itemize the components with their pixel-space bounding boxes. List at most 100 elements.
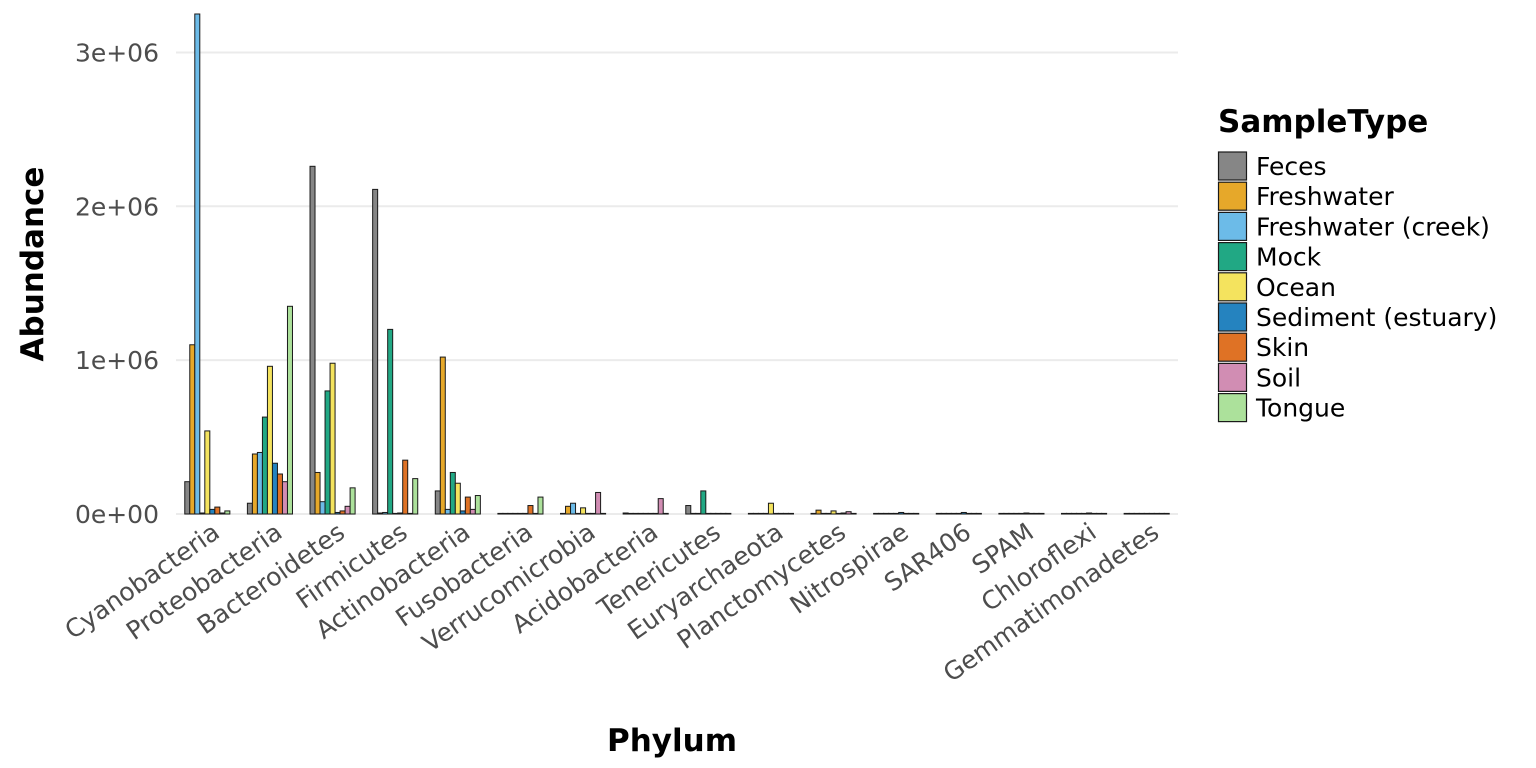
bar-mock-verrucomicrobia (575, 512, 582, 515)
bar-mock-sar406 (950, 512, 957, 515)
legend-swatch (1217, 302, 1248, 332)
bar-tongue-nitrospirae (913, 512, 920, 515)
bar-ocean-cyanobacteria (204, 430, 211, 515)
bar-freshwater-creek-planctomycetes (820, 512, 827, 515)
bar-freshwater-verrucomicrobia (565, 505, 572, 515)
bar-sediment-estuary-bacteroidetes (334, 511, 341, 515)
bar-ocean-gemmatimonadetes (1143, 512, 1150, 515)
bar-ocean-fusobacteria (517, 512, 524, 515)
bar-freshwater-creek-fusobacteria (507, 512, 514, 515)
bar-feces-cyanobacteria (184, 481, 191, 515)
bar-soil-tenericutes (720, 512, 727, 515)
bar-tongue-acidobacteria (662, 512, 669, 515)
bar-sediment-estuary-nitrospirae (898, 511, 905, 515)
bar-skin-euryarchaeota (777, 512, 784, 515)
bar-mock-fusobacteria (512, 512, 519, 515)
bar-skin-fusobacteria (527, 505, 534, 515)
bar-soil-fusobacteria (532, 512, 539, 515)
bar-ocean-proteobacteria (266, 365, 273, 515)
bar-ocean-bacteroidetes (329, 362, 336, 515)
bar-ocean-sar406 (955, 512, 962, 515)
bar-skin-gemmatimonadetes (1153, 512, 1160, 515)
bar-skin-tenericutes (715, 512, 722, 515)
bar-feces-actinobacteria (434, 490, 441, 515)
bar-soil-gemmatimonadetes (1158, 512, 1165, 515)
bar-freshwater-creek-chloroflexi (1071, 512, 1078, 515)
x-axis-title: Phylum (607, 723, 737, 759)
bar-tongue-cyanobacteria (224, 510, 231, 515)
bar-mock-euryarchaeota (762, 512, 769, 515)
bar-skin-acidobacteria (652, 512, 659, 515)
bar-mock-gemmatimonadetes (1138, 512, 1145, 515)
bar-skin-bacteroidetes (339, 510, 346, 515)
bar-freshwater-creek-sar406 (945, 512, 952, 515)
legend-label: Freshwater (creek) (1256, 212, 1490, 241)
bar-tongue-verrucomicrobia (600, 512, 607, 515)
legend-label: Mock (1256, 243, 1322, 272)
legend-swatch (1217, 242, 1248, 272)
legend-label: Feces (1256, 152, 1327, 181)
bar-skin-nitrospirae (903, 512, 910, 515)
bar-tongue-spam (1038, 512, 1045, 515)
bar-freshwater-creek-verrucomicrobia (570, 502, 577, 515)
bar-feces-gemmatimonadetes (1123, 512, 1130, 515)
legend-swatch (1217, 151, 1248, 181)
bar-freshwater-nitrospirae (878, 512, 885, 515)
bar-soil-bacteroidetes (344, 505, 351, 515)
bar-sediment-estuary-fusobacteria (522, 512, 529, 515)
bar-freshwater-actinobacteria (439, 356, 446, 515)
bar-feces-tenericutes (685, 505, 692, 515)
bar-freshwater-creek-acidobacteria (632, 512, 639, 515)
bar-freshwater-acidobacteria (627, 512, 634, 515)
legend-swatch (1217, 211, 1248, 241)
legend-label: Freshwater (1256, 182, 1394, 211)
bar-tongue-bacteroidetes (349, 487, 356, 515)
bar-feces-acidobacteria (622, 512, 629, 515)
bar-freshwater-creek-euryarchaeota (757, 512, 764, 515)
bar-tongue-chloroflexi (1101, 512, 1108, 515)
bar-tongue-fusobacteria (537, 496, 544, 515)
bar-freshwater-chloroflexi (1066, 512, 1073, 515)
bar-skin-spam (1028, 512, 1035, 515)
bar-sediment-estuary-gemmatimonadetes (1148, 512, 1155, 515)
bar-tongue-gemmatimonadetes (1163, 512, 1170, 515)
bar-tongue-actinobacteria (474, 495, 481, 515)
bar-tongue-planctomycetes (850, 512, 857, 515)
bar-sediment-estuary-cyanobacteria (209, 508, 216, 515)
bar-ocean-actinobacteria (454, 482, 461, 515)
legend-label: Tongue (1255, 394, 1345, 423)
bar-mock-chloroflexi (1076, 512, 1083, 515)
bar-mock-bacteroidetes (324, 390, 331, 515)
bar-freshwater-gemmatimonadetes (1128, 512, 1135, 515)
bar-feces-chloroflexi (1061, 512, 1068, 515)
bar-feces-fusobacteria (497, 512, 504, 515)
bar-sediment-estuary-chloroflexi (1086, 512, 1093, 515)
bar-freshwater-creek-actinobacteria (444, 508, 451, 515)
bar-sediment-estuary-spam (1023, 512, 1030, 515)
legend-label: Sediment (estuary) (1256, 303, 1497, 332)
legend-swatch (1217, 181, 1248, 211)
bar-soil-actinobacteria (469, 508, 476, 515)
legend-label: Skin (1256, 333, 1309, 362)
bar-feces-firmicutes (372, 188, 379, 515)
bar-feces-spam (998, 512, 1005, 515)
bar-feces-bacteroidetes (309, 165, 316, 515)
bar-tongue-sar406 (975, 512, 982, 515)
bar-freshwater-creek-spam (1008, 512, 1015, 515)
bar-mock-tenericutes (700, 490, 707, 515)
bar-freshwater-creek-gemmatimonadetes (1133, 512, 1140, 515)
bar-soil-spam (1033, 512, 1040, 515)
bar-feces-proteobacteria (246, 502, 253, 515)
legend-label: Ocean (1256, 273, 1336, 302)
bar-soil-sar406 (970, 512, 977, 515)
bar-skin-actinobacteria (464, 496, 471, 515)
bar-feces-euryarchaeota (747, 512, 754, 515)
bar-sediment-estuary-proteobacteria (271, 462, 278, 515)
bar-freshwater-creek-firmicutes (382, 511, 389, 515)
bar-freshwater-creek-tenericutes (695, 512, 702, 515)
bar-freshwater-creek-proteobacteria (256, 451, 263, 515)
bar-sediment-estuary-tenericutes (710, 512, 717, 515)
bar-feces-verrucomicrobia (560, 512, 567, 515)
